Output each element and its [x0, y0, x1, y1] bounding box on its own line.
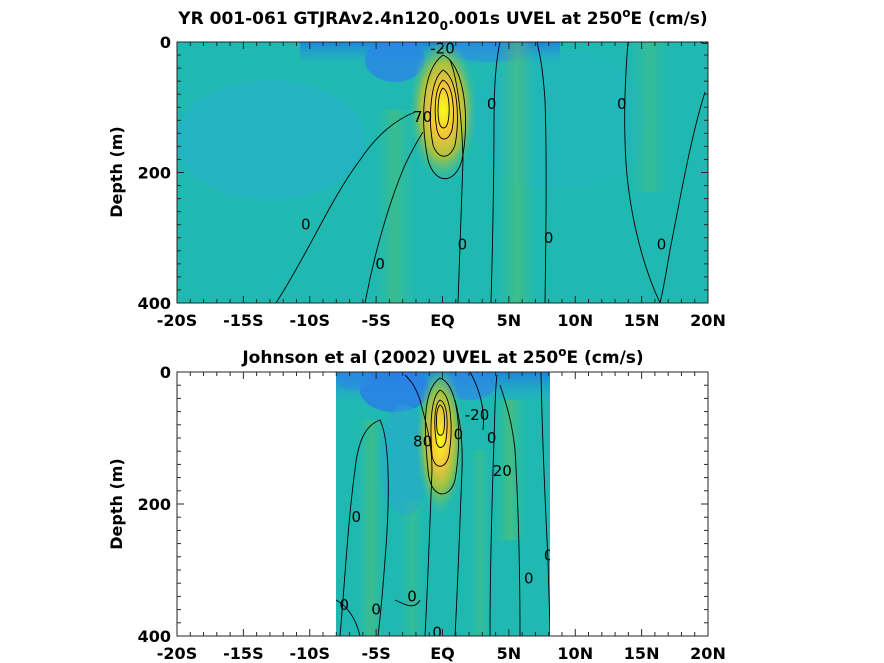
- x-tick-label: 5N: [497, 644, 522, 663]
- x-tick-label: -15S: [223, 644, 263, 663]
- panel-observed: Johnson et al (2002) UVEL at 250oE (cm/s…: [107, 345, 726, 663]
- field-band: [495, 400, 525, 540]
- contour-label: 0: [371, 601, 381, 619]
- field-band: [400, 500, 425, 636]
- contour-label: 0: [351, 508, 361, 526]
- x-tick-label: -10S: [290, 644, 330, 663]
- y-tick-label: 200: [138, 495, 171, 514]
- x-tick-label: 15N: [624, 311, 660, 330]
- x-tick-label: 5N: [497, 311, 522, 330]
- contour-label: -20: [465, 406, 490, 424]
- x-tick-label: EQ: [430, 644, 455, 663]
- axes: -20S -15S -10S -5S EQ 5N 10N 15N 20N 0 200 400: [138, 33, 726, 330]
- contour-label: 70: [413, 108, 432, 126]
- y-axis-label: Depth (m): [107, 458, 126, 550]
- contour-lines: [275, 42, 708, 303]
- contour-label: -20: [430, 40, 455, 58]
- contour-label: 0: [301, 216, 311, 234]
- contour-label: 0: [544, 229, 554, 247]
- field-band: [630, 42, 670, 192]
- y-tick-label: 400: [138, 627, 171, 646]
- chart-title: YR 001-061 GTJRAv2.4n1200.001s UVEL at 2…: [177, 6, 707, 33]
- x-tick-label: 15N: [624, 644, 660, 663]
- y-axis-label: Depth (m): [107, 126, 126, 218]
- x-tick-label: -5S: [361, 311, 390, 330]
- x-tick-label: 10N: [557, 644, 593, 663]
- x-tick-label: 20N: [690, 311, 726, 330]
- field-surface-current: [360, 372, 430, 412]
- x-tick-label: 20N: [690, 644, 726, 663]
- heatmap-field: -20 0 0 70 0 0 0 0 0: [177, 40, 708, 303]
- contour-label: 0: [487, 429, 497, 447]
- contour-label: 0: [617, 95, 627, 113]
- field-band: [375, 110, 415, 303]
- contour-label: 0: [544, 546, 554, 564]
- field-band: [498, 42, 536, 303]
- field-band: [358, 420, 384, 636]
- x-tick-label: -5S: [361, 644, 390, 663]
- field-westward-region: [177, 80, 365, 200]
- contour-label: 0: [339, 596, 349, 614]
- panel-model: YR 001-061 GTJRAv2.4n1200.001s UVEL at 2…: [107, 6, 726, 330]
- contour-label: 80: [413, 432, 432, 450]
- x-tick-label: -10S: [290, 311, 330, 330]
- field-band: [470, 450, 490, 636]
- contour-lines: [336, 372, 550, 636]
- x-tick-label: -20S: [157, 311, 197, 330]
- contour-label: 0: [432, 624, 442, 642]
- chart-title: Johnson et al (2002) UVEL at 250oE (cm/s…: [241, 345, 643, 368]
- y-tick-label: 200: [138, 164, 171, 183]
- contour-label: 0: [657, 235, 667, 253]
- contour-label: 0: [407, 587, 417, 605]
- contour-label: 0: [454, 426, 464, 444]
- y-tick-label: 0: [160, 363, 171, 382]
- contour-label: 0: [524, 570, 534, 588]
- y-tick-label: 0: [160, 33, 171, 52]
- x-tick-label: EQ: [430, 311, 455, 330]
- field-surface-current: [365, 42, 425, 82]
- x-tick-label: 10N: [557, 311, 593, 330]
- field-surface-current: [337, 372, 373, 390]
- contour-label: 0: [375, 255, 385, 273]
- contour-label: 0: [487, 95, 497, 113]
- contour-label: 0: [458, 235, 468, 253]
- x-tick-label: -15S: [223, 311, 263, 330]
- y-tick-label: 400: [138, 294, 171, 313]
- contour-label: 20: [493, 462, 512, 480]
- x-tick-label: -20S: [157, 644, 197, 663]
- contour-labels: -20 0 0 70 0 0 0 0 0: [301, 40, 667, 273]
- field-westward-region: [470, 50, 650, 190]
- undercurrent-core: [416, 372, 464, 515]
